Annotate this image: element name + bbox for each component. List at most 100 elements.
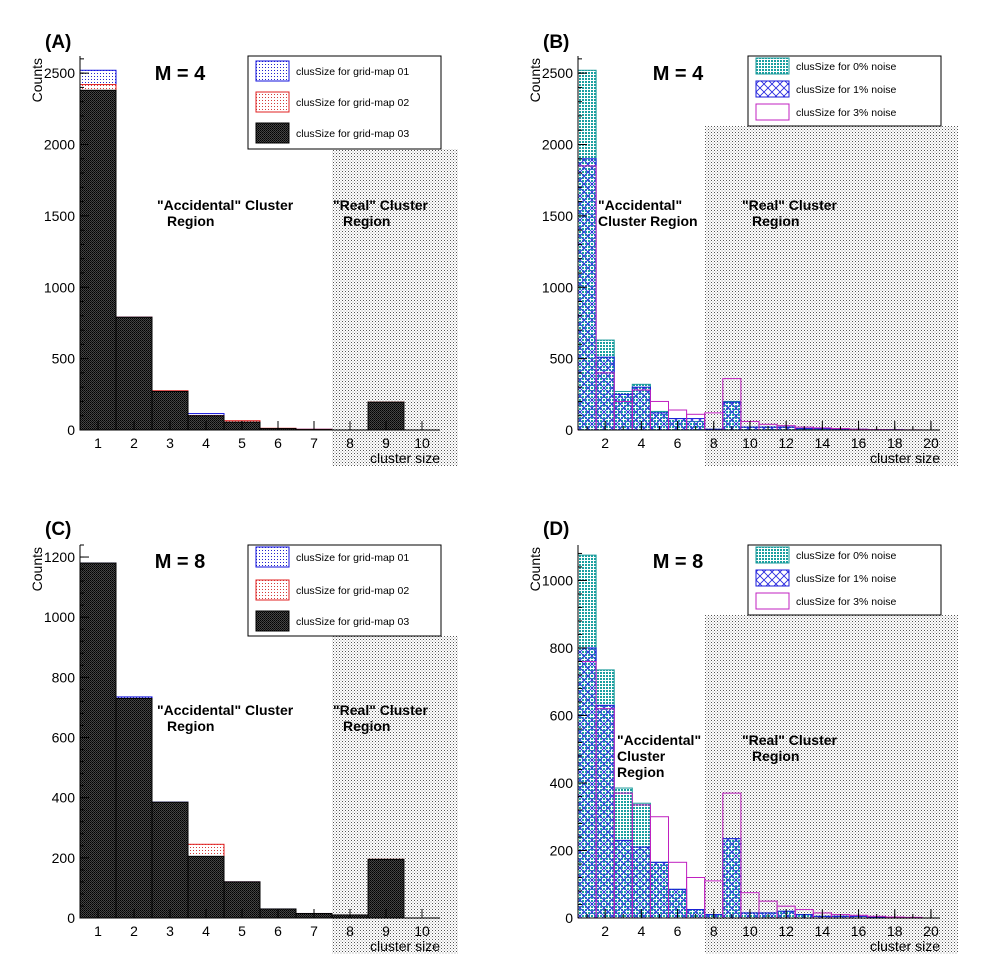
x-tick-label: 4 [202, 435, 210, 451]
y-tick-label: 600 [52, 730, 76, 746]
legend-swatch [755, 57, 790, 75]
y-tick-label: 1000 [542, 572, 573, 588]
x-tick-label: 6 [674, 435, 682, 451]
y-tick-label: 1500 [44, 208, 75, 224]
region-label: "Real" Cluster [333, 702, 429, 718]
y-tick-label: 800 [550, 640, 574, 656]
histogram-bar [613, 393, 633, 431]
x-tick-label: 16 [851, 435, 867, 451]
y-tick-label: 1200 [44, 549, 75, 565]
panel-c: 0 200 400 600 800 1000 1200 1 2 3 4 5 6 7 8 9 10cluster … [29, 519, 458, 954]
legend-label: clusSize for grid-map 03 [296, 616, 409, 628]
y-tick-label: 2000 [44, 137, 75, 153]
y-tick-label: 400 [52, 790, 76, 806]
region-label: "Real" Cluster [742, 197, 838, 213]
legend-label: clusSize for 1% noise [796, 84, 897, 96]
x-tick-label: 18 [887, 435, 903, 451]
region-label: Region [617, 764, 664, 780]
legend-label: clusSize for grid-map 02 [296, 585, 409, 597]
region-label: Cluster Region [598, 213, 698, 229]
x-tick-label: 6 [274, 923, 282, 939]
histogram-bar [115, 316, 153, 431]
panel-label: (D) [543, 519, 569, 540]
y-axis-label: Counts [527, 58, 543, 102]
region-label: Region [752, 213, 799, 229]
y-tick-label: 1000 [44, 279, 75, 295]
legend-swatch [255, 579, 290, 601]
legend-swatch [755, 546, 790, 564]
x-tick-label: 5 [238, 923, 246, 939]
region-label: "Accidental" Cluster [157, 702, 294, 718]
x-tick-label: 8 [710, 923, 718, 939]
x-tick-label: 4 [202, 923, 210, 939]
x-tick-label: 6 [674, 923, 682, 939]
y-tick-label: 1000 [44, 609, 75, 625]
legend-label: clusSize for 1% noise [796, 573, 897, 585]
x-tick-label: 10 [742, 435, 758, 451]
histogram-bar [649, 861, 670, 919]
x-tick-label: 2 [130, 435, 138, 451]
legend-swatch [255, 60, 290, 82]
region-label: Region [343, 213, 390, 229]
x-tick-label: 8 [710, 435, 718, 451]
series-black-dense [79, 562, 405, 919]
x-tick-label: 12 [778, 923, 794, 939]
legend-label: clusSize for grid-map 03 [296, 128, 409, 140]
legend-swatch [755, 80, 790, 98]
x-tick-label: 14 [815, 435, 831, 451]
x-tick-label: 5 [238, 435, 246, 451]
legend-swatch [255, 91, 290, 113]
x-tick-label: 9 [382, 435, 390, 451]
y-tick-label: 0 [565, 422, 573, 438]
y-axis-label: Counts [29, 547, 45, 591]
region-label: "Real" Cluster [742, 732, 838, 748]
region-label: "Accidental" [617, 732, 701, 748]
y-tick-label: 200 [52, 850, 76, 866]
x-tick-label: 10 [742, 923, 758, 939]
legend-swatch [755, 103, 790, 121]
y-tick-label: 2500 [44, 65, 75, 81]
x-tick-label: 7 [310, 923, 318, 939]
y-tick-label: 500 [52, 351, 76, 367]
x-tick-label: 4 [637, 435, 645, 451]
x-tick-label: 1 [94, 923, 102, 939]
y-tick-label: 0 [565, 910, 573, 926]
x-tick-label: 10 [414, 435, 430, 451]
x-axis-label: cluster size [870, 938, 940, 954]
legend-swatch [755, 592, 790, 610]
x-tick-label: 10 [414, 923, 430, 939]
panel-label: (B) [543, 32, 569, 53]
x-tick-label: 16 [851, 923, 867, 939]
legend-swatch [255, 122, 290, 144]
legend-label: clusSize for grid-map 01 [296, 552, 409, 564]
x-tick-label: 9 [382, 923, 390, 939]
histogram-bar [187, 855, 225, 919]
x-axis-label: cluster size [370, 938, 440, 954]
histogram-bar [115, 697, 153, 919]
legend-swatch [255, 546, 290, 568]
series-black-dense [79, 89, 405, 431]
y-tick-label: 1000 [542, 279, 573, 295]
plot-title: M = 4 [653, 63, 704, 85]
x-tick-label: 20 [923, 923, 939, 939]
legend-label: clusSize for grid-map 02 [296, 97, 409, 109]
histogram-bar [151, 801, 189, 919]
histogram-bar [79, 89, 117, 431]
real-region-shade [704, 126, 958, 466]
x-tick-label: 6 [274, 435, 282, 451]
histogram-bar [595, 704, 615, 919]
region-label: Cluster [617, 748, 666, 764]
x-tick-label: 8 [346, 435, 354, 451]
histogram-bar [595, 356, 615, 431]
x-tick-label: 14 [815, 923, 831, 939]
legend-label: clusSize for 0% noise [796, 550, 897, 562]
y-axis-label: Counts [29, 58, 45, 102]
x-tick-label: 12 [778, 435, 794, 451]
x-tick-label: 2 [601, 435, 609, 451]
x-tick-label: 20 [923, 435, 939, 451]
x-tick-label: 3 [166, 435, 174, 451]
histogram-bar [79, 562, 117, 919]
plot-title: M = 4 [155, 63, 206, 85]
